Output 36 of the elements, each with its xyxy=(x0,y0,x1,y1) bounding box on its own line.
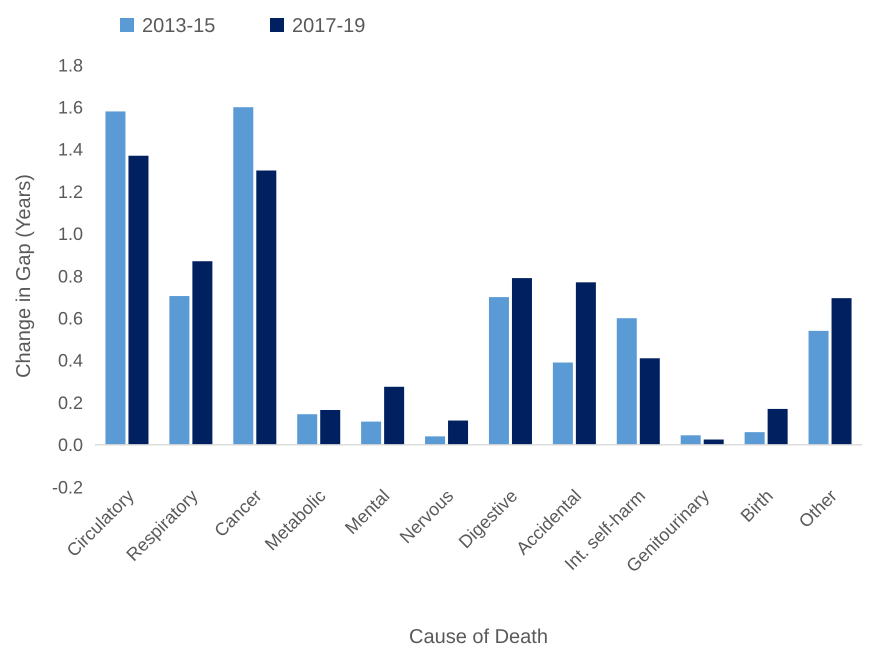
bar xyxy=(320,410,340,445)
bar xyxy=(233,107,254,445)
bar xyxy=(512,278,532,445)
y-tick-label: 0.6 xyxy=(58,308,83,328)
y-tick-label: 1.6 xyxy=(58,98,83,118)
x-axis-title: Cause of Death xyxy=(409,626,548,648)
y-tick-label: 1.8 xyxy=(58,55,83,76)
bar xyxy=(256,170,276,445)
y-tick-label: 0.4 xyxy=(58,350,83,371)
y-tick-label: 1.2 xyxy=(58,182,83,202)
bar xyxy=(640,358,660,445)
x-tick-label: Birth xyxy=(736,486,777,526)
y-tick-label: 0.0 xyxy=(58,435,83,456)
bar xyxy=(361,422,382,445)
y-tick-label: 1.4 xyxy=(58,140,83,160)
bar xyxy=(105,111,126,445)
y-tick-label: 0.2 xyxy=(58,392,83,413)
bar xyxy=(448,420,468,445)
bar xyxy=(488,297,509,445)
bar xyxy=(384,386,404,445)
legend-label: 2013-15 xyxy=(142,15,216,37)
bar xyxy=(744,432,765,445)
bar xyxy=(169,296,190,445)
y-tick-label: 0.8 xyxy=(58,266,83,286)
bar xyxy=(297,414,318,445)
bar xyxy=(128,156,148,445)
bar xyxy=(832,298,852,445)
bar xyxy=(192,261,212,445)
y-tick-label: 1.0 xyxy=(58,224,83,244)
bar xyxy=(576,282,596,445)
y-axis-title: Change in Gap (Years) xyxy=(13,174,35,378)
bar xyxy=(768,408,788,445)
legend-label: 2017-19 xyxy=(292,15,366,37)
bar xyxy=(616,318,637,445)
bar xyxy=(552,362,573,445)
bar xyxy=(808,330,829,445)
